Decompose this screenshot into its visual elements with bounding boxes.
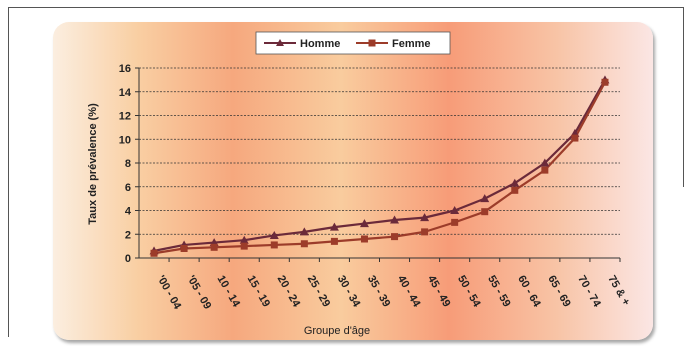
data-point-femme <box>180 245 188 252</box>
x-tick-label: 50 - 54 <box>455 274 483 310</box>
data-point-homme <box>359 219 369 228</box>
y-axis-label: Taux de prévalence (%) <box>87 103 99 225</box>
data-point-homme <box>510 178 520 187</box>
y-tick-label: 14 <box>119 87 132 99</box>
legend-homme-marker <box>276 39 284 46</box>
outer-frame-left <box>8 7 9 337</box>
x-tick-label: 20 - 24 <box>275 274 303 310</box>
data-point-homme <box>480 194 490 203</box>
data-point-homme <box>540 158 550 167</box>
x-tick-label: 35 - 39 <box>365 274 393 310</box>
x-axis-label: Groupe d'âge <box>304 325 370 337</box>
legend-box <box>255 31 451 55</box>
data-point-femme <box>571 134 579 142</box>
data-point-femme <box>270 241 278 249</box>
x-tick-label: 30 - 34 <box>335 274 363 310</box>
data-point-homme <box>390 215 400 224</box>
x-tick-labels: '00 - 04'05 - 09 10 - 14 15 - 19 20 - 24 25 … <box>154 274 632 313</box>
x-tick-label: '00 - 04 <box>154 274 183 313</box>
data-point-homme <box>239 235 249 244</box>
data-point-femme <box>481 208 489 216</box>
data-point-femme <box>601 78 609 86</box>
y-tick-label: 8 <box>125 158 131 170</box>
x-tick-label: 45 - 49 <box>425 274 453 310</box>
x-tick-label: 40 - 44 <box>395 274 423 310</box>
data-point-homme <box>329 222 339 231</box>
outer-frame-right <box>683 7 684 187</box>
data-point-homme <box>299 227 309 236</box>
data-point-femme <box>210 243 218 251</box>
x-tick-label: 25 - 29 <box>305 274 333 310</box>
y-tick-label: 4 <box>125 206 132 218</box>
y-tick-label: 10 <box>119 134 131 146</box>
data-point-femme <box>421 228 429 236</box>
series-group <box>149 75 610 257</box>
data-point-femme <box>330 237 338 245</box>
x-tick-label: 15 - 19 <box>245 274 273 310</box>
axes <box>135 67 621 262</box>
data-point-femme <box>360 235 368 243</box>
series-line-homme <box>153 79 606 252</box>
outer-frame-top <box>8 7 684 8</box>
data-point-femme <box>391 233 399 241</box>
x-tick-label: 60 - 64 <box>515 274 543 310</box>
legend-femme-label: Femme <box>392 38 431 50</box>
data-point-femme <box>240 242 248 250</box>
y-tick-label: 0 <box>125 253 131 265</box>
y-tick-label: 12 <box>119 111 131 123</box>
x-tick-label: 70 - 74 <box>575 274 603 310</box>
data-point-femme <box>541 166 549 174</box>
y-tick-label: 6 <box>125 182 131 194</box>
x-tick-label: 55 - 59 <box>485 274 513 310</box>
y-tick-label: 2 <box>125 229 131 241</box>
gridlines <box>139 67 620 235</box>
series-line-femme <box>153 81 606 255</box>
legend: Homme Femme <box>255 31 451 55</box>
legend-homme-label: Homme <box>300 38 340 50</box>
x-tick-label: '05 - 09 <box>184 274 213 312</box>
data-point-femme <box>300 240 308 248</box>
data-point-femme <box>511 186 519 194</box>
x-tick-label: 10 - 14 <box>215 274 243 310</box>
legend-femme-marker <box>368 39 376 47</box>
data-point-homme <box>420 213 430 222</box>
x-tick-label: 75 & + <box>605 274 632 308</box>
y-tick-label: 16 <box>119 63 131 75</box>
data-point-femme <box>150 249 158 257</box>
x-tick-label: 65 - 69 <box>545 274 573 310</box>
data-point-homme <box>269 230 279 239</box>
data-point-homme <box>450 206 460 214</box>
data-point-femme <box>451 218 459 226</box>
y-tick-labels: 0 2 4 6 8 10 12 14 16 <box>119 63 132 265</box>
chart-background-panel <box>53 22 653 340</box>
